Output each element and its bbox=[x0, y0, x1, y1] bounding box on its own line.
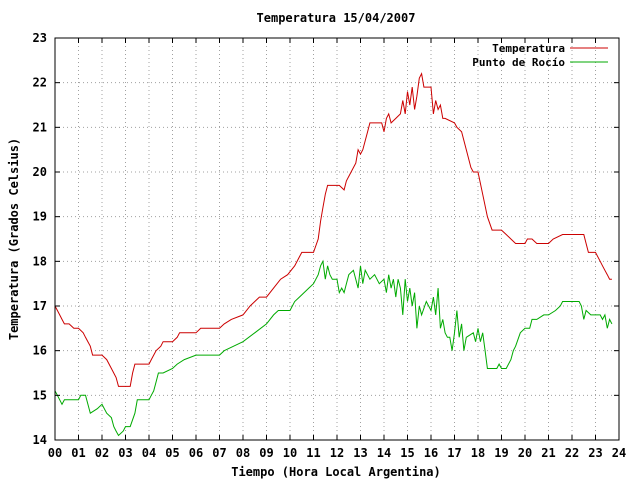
x-tick-label: 13 bbox=[353, 446, 367, 460]
x-tick-label: 18 bbox=[471, 446, 485, 460]
y-tick-label: 14 bbox=[33, 433, 47, 447]
y-tick-label: 15 bbox=[33, 388, 47, 402]
x-tick-label: 19 bbox=[494, 446, 508, 460]
grid bbox=[55, 38, 619, 440]
x-tick-label: 24 bbox=[612, 446, 626, 460]
x-tick-label: 04 bbox=[142, 446, 156, 460]
x-tick-label: 08 bbox=[236, 446, 250, 460]
x-tick-label: 00 bbox=[48, 446, 62, 460]
x-tick-label: 11 bbox=[306, 446, 320, 460]
y-tick-label: 19 bbox=[33, 210, 47, 224]
x-tick-label: 21 bbox=[541, 446, 555, 460]
x-tick-label: 07 bbox=[212, 446, 226, 460]
x-tick-label: 12 bbox=[330, 446, 344, 460]
chart-title: Temperatura 15/04/2007 bbox=[257, 11, 416, 25]
y-tick-label: 16 bbox=[33, 344, 47, 358]
x-tick-label: 20 bbox=[518, 446, 532, 460]
y-tick-label: 21 bbox=[33, 120, 47, 134]
y-tick-label: 23 bbox=[33, 31, 47, 45]
x-tick-label: 09 bbox=[259, 446, 273, 460]
x-tick-label: 03 bbox=[118, 446, 132, 460]
y-tick-label: 17 bbox=[33, 299, 47, 313]
legend: Temperatura Punto de Rocío bbox=[472, 42, 608, 69]
x-tick-label: 02 bbox=[95, 446, 109, 460]
x-tick-label: 01 bbox=[71, 446, 85, 460]
y-tick-label: 18 bbox=[33, 254, 47, 268]
x-tick-label: 15 bbox=[400, 446, 414, 460]
series-line-temperatura bbox=[54, 72, 612, 387]
x-tick-label: 14 bbox=[377, 446, 391, 460]
y-axis-label: Temperatura (Grados Celsius) bbox=[7, 138, 21, 340]
y-tick-label: 20 bbox=[33, 165, 47, 179]
axis-ticks: 00 01 02 03 04 05 06 07 08 09 10 11 12 13 14 15 16 17 18 19… bbox=[33, 31, 627, 460]
legend-label-temperatura: Temperatura bbox=[492, 42, 565, 55]
x-tick-label: 16 bbox=[424, 446, 438, 460]
x-tick-label: 22 bbox=[565, 446, 579, 460]
x-axis-label: Tiempo (Hora Local Argentina) bbox=[231, 465, 441, 479]
series-layer bbox=[54, 72, 613, 437]
x-tick-label: 06 bbox=[189, 446, 203, 460]
x-tick-label: 17 bbox=[447, 446, 461, 460]
x-tick-label: 10 bbox=[283, 446, 297, 460]
series-line-punto-de-rocio bbox=[54, 259, 613, 437]
y-tick-label: 22 bbox=[33, 76, 47, 90]
x-tick-label: 23 bbox=[588, 446, 602, 460]
x-tick-label: 05 bbox=[165, 446, 179, 460]
legend-label-punto-de-rocio: Punto de Rocío bbox=[472, 56, 565, 69]
